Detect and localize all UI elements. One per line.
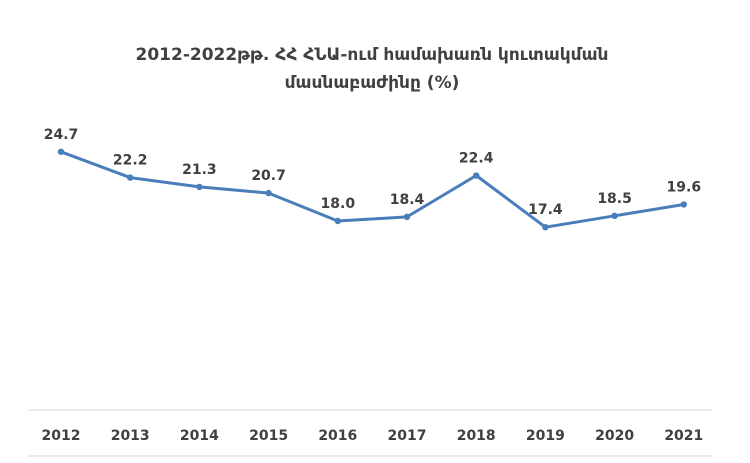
x-tick-2012: 2012 xyxy=(42,428,81,444)
x-tick-2021: 2021 xyxy=(664,428,703,444)
x-tick-2018: 2018 xyxy=(457,428,496,444)
data-point-2018 xyxy=(473,172,480,179)
data-label-2012: 24.7 xyxy=(44,127,79,143)
data-point-2017 xyxy=(403,213,411,221)
data-point-2020 xyxy=(611,212,618,220)
series-line xyxy=(59,150,686,229)
data-label-2018: 22.4 xyxy=(459,151,494,167)
data-point-2016 xyxy=(334,217,341,225)
data-label-2020: 18.5 xyxy=(597,191,632,207)
x-tick-2017: 2017 xyxy=(388,428,427,444)
data-point-2012 xyxy=(57,148,65,155)
data-label-2019: 17.4 xyxy=(528,202,563,218)
data-point-2013 xyxy=(127,174,134,181)
data-label-2015: 20.7 xyxy=(251,168,286,184)
data-label-2017: 18.4 xyxy=(390,192,425,208)
x-tick-2020: 2020 xyxy=(595,428,634,444)
data-label-2021: 19.6 xyxy=(667,179,702,195)
x-tick-2015: 2015 xyxy=(249,428,288,444)
data-point-2019 xyxy=(542,224,549,231)
chart-title-line-1: 2012-2022թթ. ՀՀ ՀՆԱ-ում համախառն կուտակմ… xyxy=(136,45,609,65)
x-tick-2013: 2013 xyxy=(111,428,150,444)
data-label-2016: 18.0 xyxy=(321,196,356,212)
chart-title-line-2: մասնաբաժինը (%) xyxy=(285,73,460,93)
data-point-2014 xyxy=(196,183,203,191)
x-tick-2016: 2016 xyxy=(318,428,357,444)
data-label-2014: 21.3 xyxy=(182,162,217,178)
x-tick-2014: 2014 xyxy=(180,428,219,444)
data-point-2015 xyxy=(265,189,272,197)
data-label-2013: 22.2 xyxy=(113,153,148,169)
data-point-2021 xyxy=(680,201,687,208)
x-tick-2019: 2019 xyxy=(526,428,565,444)
